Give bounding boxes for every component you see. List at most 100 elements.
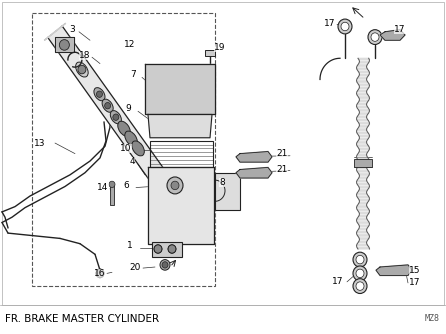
Polygon shape — [357, 209, 369, 210]
Ellipse shape — [102, 99, 113, 112]
Polygon shape — [356, 81, 368, 82]
Circle shape — [160, 260, 170, 270]
Circle shape — [341, 22, 349, 31]
Polygon shape — [356, 119, 368, 121]
Bar — [215, 173, 240, 210]
Polygon shape — [359, 100, 369, 102]
Polygon shape — [359, 87, 369, 89]
Polygon shape — [356, 206, 368, 207]
Polygon shape — [359, 138, 368, 140]
Polygon shape — [356, 68, 368, 69]
Polygon shape — [359, 164, 368, 166]
Polygon shape — [358, 58, 369, 60]
Polygon shape — [357, 142, 367, 143]
Circle shape — [96, 91, 103, 98]
Polygon shape — [359, 61, 369, 63]
Polygon shape — [359, 122, 369, 124]
Polygon shape — [357, 167, 367, 169]
Polygon shape — [357, 247, 369, 249]
Polygon shape — [358, 228, 367, 230]
Text: 17: 17 — [394, 25, 406, 34]
Text: 17: 17 — [324, 19, 336, 28]
Circle shape — [59, 40, 70, 50]
Polygon shape — [358, 202, 368, 204]
Text: 19: 19 — [214, 43, 226, 52]
Text: 12: 12 — [124, 40, 136, 49]
Text: 21: 21 — [277, 149, 288, 158]
Polygon shape — [357, 65, 367, 66]
Text: 21: 21 — [277, 165, 288, 174]
Polygon shape — [359, 126, 368, 127]
Circle shape — [338, 19, 352, 34]
Polygon shape — [55, 37, 74, 52]
Polygon shape — [357, 90, 367, 92]
Polygon shape — [357, 170, 369, 172]
Polygon shape — [359, 212, 369, 214]
Ellipse shape — [110, 111, 121, 124]
Polygon shape — [359, 151, 368, 153]
Text: 15: 15 — [409, 266, 421, 275]
Polygon shape — [359, 238, 369, 239]
Text: 3: 3 — [69, 25, 75, 34]
Bar — [152, 241, 182, 258]
Circle shape — [168, 245, 176, 253]
Bar — [354, 159, 372, 167]
Ellipse shape — [76, 62, 88, 77]
Text: 10: 10 — [120, 144, 132, 153]
Polygon shape — [358, 71, 369, 73]
Polygon shape — [44, 23, 66, 40]
Polygon shape — [359, 148, 369, 150]
Text: 8: 8 — [219, 178, 225, 187]
Ellipse shape — [118, 121, 130, 136]
Text: 17: 17 — [409, 279, 421, 288]
Polygon shape — [359, 177, 368, 178]
Polygon shape — [357, 145, 369, 146]
Polygon shape — [359, 135, 369, 137]
Polygon shape — [148, 115, 212, 138]
Circle shape — [356, 269, 364, 278]
Polygon shape — [358, 241, 367, 242]
Text: 14: 14 — [97, 183, 109, 192]
Circle shape — [353, 266, 367, 281]
Polygon shape — [357, 183, 369, 185]
Polygon shape — [356, 244, 368, 246]
Text: 4: 4 — [129, 157, 135, 166]
Polygon shape — [356, 94, 368, 95]
Polygon shape — [358, 190, 368, 191]
Polygon shape — [356, 193, 367, 194]
Polygon shape — [359, 161, 369, 162]
Polygon shape — [356, 218, 368, 220]
Polygon shape — [358, 110, 369, 111]
Text: 9: 9 — [125, 104, 131, 113]
Circle shape — [356, 256, 364, 264]
Ellipse shape — [125, 131, 137, 146]
Text: 7: 7 — [130, 70, 136, 79]
Text: MZ8: MZ8 — [425, 315, 440, 323]
Circle shape — [353, 252, 367, 267]
Circle shape — [109, 181, 115, 188]
Polygon shape — [357, 234, 369, 236]
Polygon shape — [358, 215, 368, 217]
Polygon shape — [359, 174, 369, 175]
Circle shape — [368, 30, 382, 44]
Circle shape — [113, 114, 119, 120]
Text: 18: 18 — [79, 50, 91, 59]
Polygon shape — [359, 74, 369, 76]
Polygon shape — [357, 196, 369, 198]
Polygon shape — [356, 132, 369, 134]
Polygon shape — [357, 158, 369, 159]
Text: 17: 17 — [332, 277, 344, 286]
Ellipse shape — [94, 88, 105, 101]
Polygon shape — [359, 199, 369, 201]
Polygon shape — [358, 84, 369, 86]
Bar — [32, 13, 215, 286]
Polygon shape — [357, 116, 367, 118]
Ellipse shape — [132, 141, 145, 156]
Text: 13: 13 — [34, 139, 46, 148]
Polygon shape — [356, 106, 368, 108]
Circle shape — [171, 181, 179, 190]
Polygon shape — [357, 129, 367, 130]
Polygon shape — [359, 113, 369, 114]
Polygon shape — [356, 180, 367, 182]
Polygon shape — [148, 167, 214, 244]
